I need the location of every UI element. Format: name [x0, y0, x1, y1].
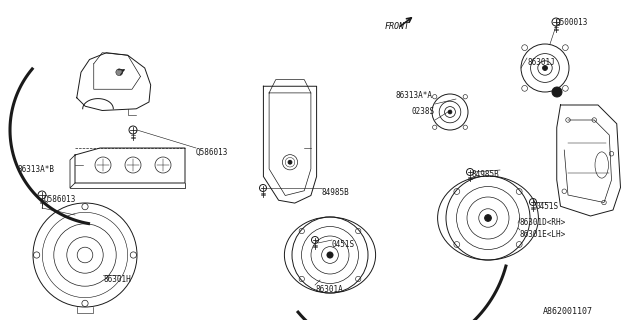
Text: 86301E<LH>: 86301E<LH>	[520, 230, 566, 239]
Text: 84985B: 84985B	[322, 188, 349, 197]
Text: 0451S: 0451S	[535, 202, 558, 211]
Text: 86301H: 86301H	[103, 275, 131, 284]
Text: A862001107: A862001107	[543, 307, 593, 316]
Text: Q586013: Q586013	[196, 148, 228, 157]
Circle shape	[552, 87, 562, 97]
Text: 0238S: 0238S	[411, 107, 434, 116]
Circle shape	[484, 215, 492, 221]
Text: Q500013: Q500013	[556, 18, 588, 27]
Text: 86313A*B: 86313A*B	[18, 165, 55, 174]
Circle shape	[327, 252, 333, 258]
Text: Q586013: Q586013	[44, 195, 76, 204]
Circle shape	[116, 69, 123, 76]
Text: 86301A: 86301A	[315, 285, 343, 294]
Text: 84985B: 84985B	[472, 170, 500, 179]
Text: 0451S: 0451S	[332, 240, 355, 249]
Circle shape	[288, 160, 292, 164]
Circle shape	[448, 110, 452, 114]
Text: 86313A*A: 86313A*A	[396, 91, 433, 100]
Text: FRONT: FRONT	[385, 22, 410, 31]
Text: 86301J: 86301J	[527, 58, 555, 67]
Circle shape	[543, 66, 547, 70]
Text: 86301D<RH>: 86301D<RH>	[520, 218, 566, 227]
